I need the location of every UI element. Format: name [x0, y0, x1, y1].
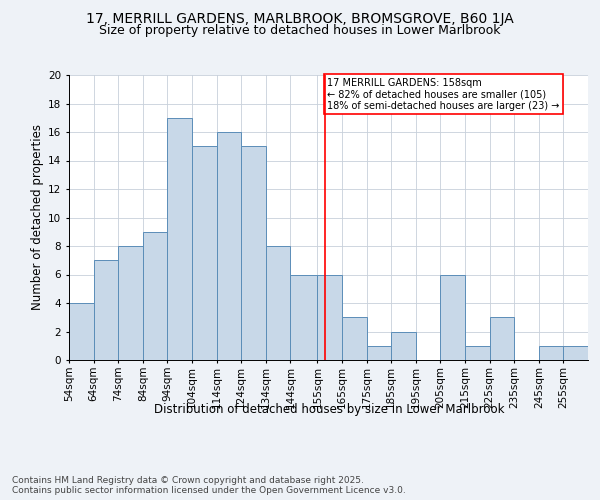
- Y-axis label: Number of detached properties: Number of detached properties: [31, 124, 44, 310]
- Bar: [94, 260, 118, 360]
- Text: Contains HM Land Registry data © Crown copyright and database right 2025.
Contai: Contains HM Land Registry data © Crown c…: [12, 476, 406, 495]
- Text: Distribution of detached houses by size in Lower Marlbrook: Distribution of detached houses by size …: [154, 402, 504, 415]
- Text: 17 MERRILL GARDENS: 158sqm
← 82% of detached houses are smaller (105)
18% of sem: 17 MERRILL GARDENS: 158sqm ← 82% of deta…: [327, 78, 560, 111]
- Text: Size of property relative to detached houses in Lower Marlbrook: Size of property relative to detached ho…: [99, 24, 501, 37]
- Bar: [118, 246, 143, 360]
- Bar: [317, 274, 342, 360]
- Bar: [391, 332, 416, 360]
- Bar: [563, 346, 588, 360]
- Bar: [539, 346, 563, 360]
- Bar: [367, 346, 391, 360]
- Bar: [290, 274, 317, 360]
- Bar: [266, 246, 290, 360]
- Bar: [167, 118, 192, 360]
- Bar: [69, 303, 94, 360]
- Text: 17, MERRILL GARDENS, MARLBROOK, BROMSGROVE, B60 1JA: 17, MERRILL GARDENS, MARLBROOK, BROMSGRO…: [86, 12, 514, 26]
- Bar: [490, 318, 514, 360]
- Bar: [241, 146, 266, 360]
- Bar: [192, 146, 217, 360]
- Bar: [143, 232, 167, 360]
- Bar: [342, 318, 367, 360]
- Bar: [440, 274, 465, 360]
- Bar: [217, 132, 241, 360]
- Bar: [465, 346, 490, 360]
